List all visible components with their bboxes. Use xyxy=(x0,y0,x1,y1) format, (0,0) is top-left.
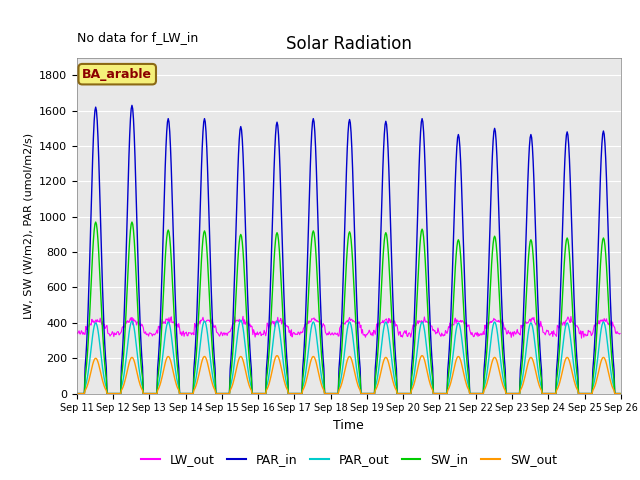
PAR_out xyxy=(194,364,202,370)
SW_in xyxy=(140,391,147,396)
SW_in xyxy=(92,219,100,225)
LW_out xyxy=(239,313,247,319)
Title: Solar Radiation: Solar Radiation xyxy=(286,35,412,53)
X-axis label: Time: Time xyxy=(333,419,364,432)
LW_out xyxy=(83,327,90,333)
LW_out xyxy=(431,328,439,334)
PAR_out xyxy=(431,391,439,396)
SW_out xyxy=(194,377,202,383)
PAR_in xyxy=(415,165,423,170)
PAR_in xyxy=(195,265,202,271)
Line: SW_out: SW_out xyxy=(77,356,620,394)
Y-axis label: LW, SW (W/m2), PAR (umol/m2/s): LW, SW (W/m2), PAR (umol/m2/s) xyxy=(24,132,33,319)
PAR_in xyxy=(223,391,231,396)
SW_out xyxy=(415,360,423,365)
LW_out xyxy=(578,336,586,341)
Line: PAR_out: PAR_out xyxy=(77,320,620,394)
PAR_out xyxy=(73,391,81,396)
LW_out xyxy=(223,331,230,336)
SW_out xyxy=(139,387,147,393)
PAR_out xyxy=(83,379,90,384)
SW_out xyxy=(83,384,90,390)
PAR_in xyxy=(83,341,90,347)
PAR_out xyxy=(223,391,230,396)
PAR_out xyxy=(616,391,624,396)
PAR_out xyxy=(237,317,244,323)
SW_in xyxy=(431,391,439,396)
SW_out xyxy=(273,353,281,359)
Text: No data for f_LW_in: No data for f_LW_in xyxy=(77,31,198,44)
LW_out xyxy=(73,330,81,336)
PAR_in xyxy=(140,391,147,396)
SW_in xyxy=(195,316,202,322)
PAR_in xyxy=(616,391,624,396)
Line: SW_in: SW_in xyxy=(77,222,620,394)
PAR_in xyxy=(73,391,81,396)
SW_out xyxy=(616,391,624,396)
LW_out xyxy=(139,323,147,329)
SW_in xyxy=(616,391,624,396)
Line: LW_out: LW_out xyxy=(77,316,620,338)
SW_out xyxy=(73,391,81,396)
LW_out xyxy=(616,331,624,336)
SW_in xyxy=(415,255,423,261)
Line: PAR_in: PAR_in xyxy=(77,105,620,394)
SW_out xyxy=(223,391,230,396)
LW_out xyxy=(194,323,202,329)
PAR_in xyxy=(128,102,136,108)
SW_in xyxy=(73,391,81,396)
LW_out xyxy=(415,318,423,324)
SW_in xyxy=(83,361,90,367)
PAR_out xyxy=(415,332,423,337)
PAR_in xyxy=(431,391,439,396)
SW_out xyxy=(431,391,439,396)
Legend: LW_out, PAR_in, PAR_out, SW_in, SW_out: LW_out, PAR_in, PAR_out, SW_in, SW_out xyxy=(136,448,562,471)
PAR_out xyxy=(139,384,147,390)
SW_in xyxy=(223,391,231,396)
Text: BA_arable: BA_arable xyxy=(82,68,152,81)
